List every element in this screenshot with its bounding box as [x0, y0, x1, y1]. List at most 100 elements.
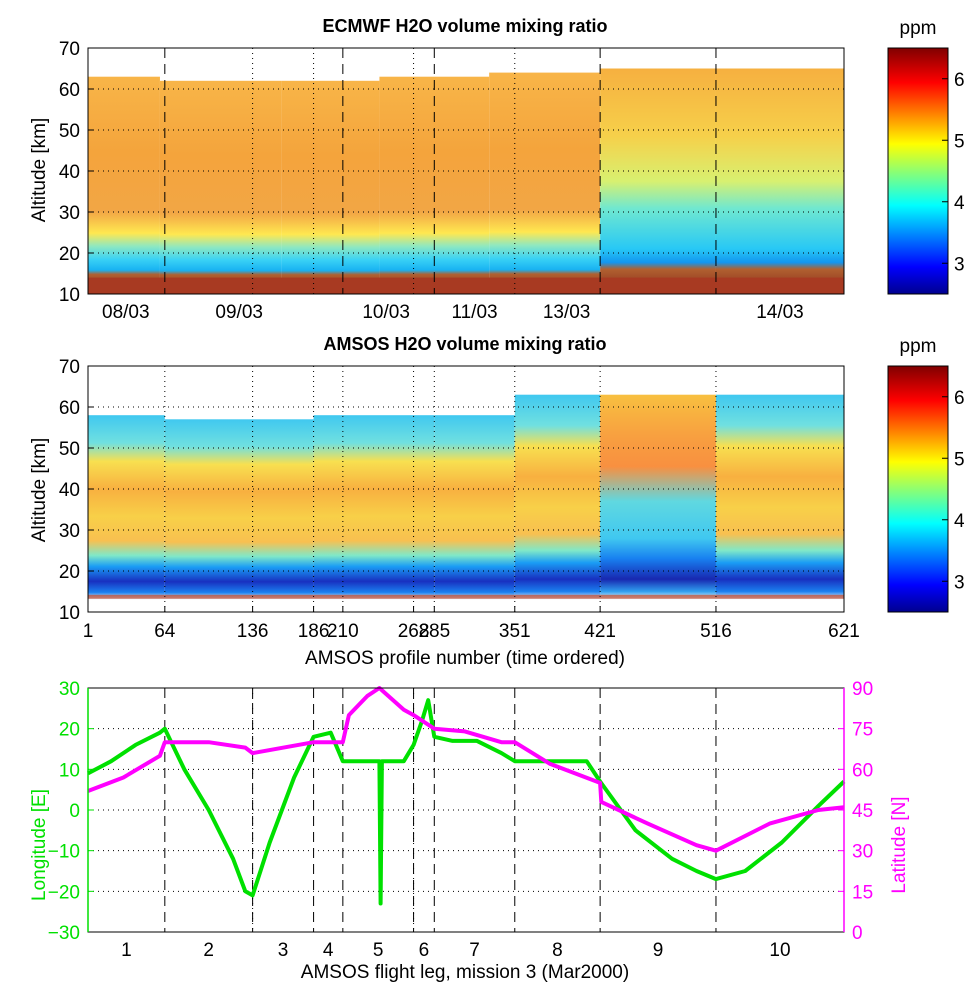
latitude-tick-label: 15 [852, 882, 873, 903]
amsos-field-segment [600, 394, 716, 600]
y-tick-label: 50 [59, 121, 80, 142]
leg-tick-label: 1 [121, 940, 132, 961]
ecmwf-field-segment [281, 80, 380, 294]
y-tick-label: 30 [59, 521, 80, 542]
y-tick-label: 10 [59, 603, 80, 624]
leg-tick-label: 9 [653, 940, 664, 961]
leg-tick-label: 7 [469, 940, 480, 961]
longitude-tick-label: 30 [59, 679, 80, 700]
leg-tick-label: 4 [323, 940, 334, 961]
leg-tick-label: 6 [419, 940, 430, 961]
y-tick-label: 70 [59, 357, 80, 378]
amsos-panel: AMSOS H2O volume mixing ratio Altitude [… [29, 334, 965, 669]
amsos-profile-tick-label: 621 [828, 621, 860, 642]
colorbar-tick-label: 5 [954, 131, 965, 152]
flight-grid [88, 688, 844, 932]
amsos-axes-box [87, 365, 845, 613]
ecmwf-date-label: 14/03 [756, 302, 804, 323]
amsos-low-band [88, 594, 844, 599]
amsos-colorbar [887, 365, 949, 613]
amsos-colorbar-ticks: 3 4 5 6 [942, 388, 965, 593]
y-tick-label: 30 [59, 203, 80, 224]
leg-tick-label: 5 [373, 940, 384, 961]
leg-ticks: 1 2 3 4 5 6 7 8 9 10 [121, 940, 790, 961]
amsos-field-segment [164, 419, 314, 600]
y-tick-label: 60 [59, 398, 80, 419]
amsos-field-segment [715, 394, 844, 600]
amsos-field-segment [88, 415, 165, 600]
amsos-xlabel: AMSOS profile number (time ordered) [305, 648, 625, 669]
latitude-tick-label: 90 [852, 679, 873, 700]
latitude-tick-label: 60 [852, 760, 873, 781]
amsos-title: AMSOS H2O volume mixing ratio [323, 334, 606, 354]
ecmwf-axes-box [87, 47, 845, 295]
longitude-tick-label: −20 [48, 882, 80, 903]
amsos-profile-tick-label: 285 [418, 621, 450, 642]
colorbar-tick-label: 3 [954, 572, 965, 593]
leg-tick-label: 3 [278, 940, 289, 961]
longitude-tick-label: −10 [48, 842, 80, 863]
ecmwf-field-segment [600, 68, 716, 294]
colorbar-tick-label: 3 [954, 254, 965, 275]
flight-lines [87, 686, 846, 906]
colorbar-tick-label: 5 [954, 449, 965, 470]
leg-tick-label: 2 [203, 940, 214, 961]
amsos-field-segment [313, 415, 435, 600]
ecmwf-colorbar-ticks: 3 4 5 6 [942, 70, 965, 275]
amsos-profile-tick-label: 516 [700, 621, 732, 642]
latitude-tick-label: 30 [852, 842, 873, 863]
amsos-field [88, 394, 844, 600]
latitude-tick-label: 75 [852, 720, 873, 741]
longitude-tick-label: 10 [59, 760, 80, 781]
amsos-profile-tick-label: 64 [154, 621, 176, 642]
amsos-colorbar-unit: ppm [900, 336, 937, 357]
latitude-ticks: 0 15 30 45 60 75 90 [838, 679, 873, 944]
ecmwf-grid [88, 48, 844, 294]
longitude-ylabel: Longitude [E] [29, 789, 50, 901]
colorbar-tick-label: 6 [954, 388, 965, 409]
amsos-profile-tick-label: 210 [327, 621, 359, 642]
flight-axes-box [87, 687, 845, 933]
amsos-y-ticks: 10 20 30 40 50 60 70 [59, 357, 94, 624]
y-tick-label: 10 [59, 285, 80, 306]
y-tick-label: 20 [59, 562, 80, 583]
ecmwf-date-label: 10/03 [362, 302, 410, 323]
y-tick-label: 50 [59, 439, 80, 460]
ecmwf-field [88, 68, 844, 294]
ecmwf-date-label: 08/03 [102, 302, 150, 323]
flight-xlabel: AMSOS flight leg, mission 3 (Mar2000) [301, 962, 629, 983]
y-tick-label: 40 [59, 480, 80, 501]
ecmwf-field-segment [159, 80, 282, 294]
amsos-field-segment [434, 415, 515, 600]
ecmwf-date-label: 13/03 [543, 302, 591, 323]
y-tick-label: 40 [59, 162, 80, 183]
latitude-tick-label: 0 [852, 923, 863, 944]
longitude-ticks: −30 −20 −10 0 10 20 30 [48, 679, 94, 944]
ecmwf-date-label: 09/03 [215, 302, 263, 323]
latitude-tick-label: 45 [852, 801, 873, 822]
amsos-profile-tick-label: 186 [298, 621, 330, 642]
ecmwf-y-ticks: 10 20 30 40 50 60 70 [59, 39, 94, 306]
colorbar-tick-label: 4 [954, 193, 965, 214]
longitude-tick-label: 0 [69, 801, 80, 822]
ecmwf-panel: ECMWF H2O volume mixing ratio Altitude [… [29, 16, 965, 323]
longitude-tick-label: −30 [48, 923, 80, 944]
leg-tick-label: 10 [769, 940, 790, 961]
amsos-profile-tick-label: 351 [499, 621, 531, 642]
amsos-profile-tick-label: 1 [83, 621, 94, 642]
colorbar-tick-label: 6 [954, 70, 965, 91]
amsos-grid [88, 366, 844, 612]
ecmwf-field-segment [88, 76, 160, 294]
ecmwf-ylabel: Altitude [km] [29, 118, 50, 223]
ecmwf-field-segment [715, 68, 844, 294]
amsos-ylabel: Altitude [km] [29, 438, 50, 543]
ecmwf-tropopause-band [88, 277, 844, 294]
amsos-profile-tick-label: 421 [584, 621, 616, 642]
amsos-profile-tick-label: 268 [398, 621, 430, 642]
latitude-line [87, 686, 845, 853]
ecmwf-colorbar [887, 47, 949, 295]
ecmwf-field-segment [489, 72, 601, 294]
longitude-line [87, 698, 846, 906]
